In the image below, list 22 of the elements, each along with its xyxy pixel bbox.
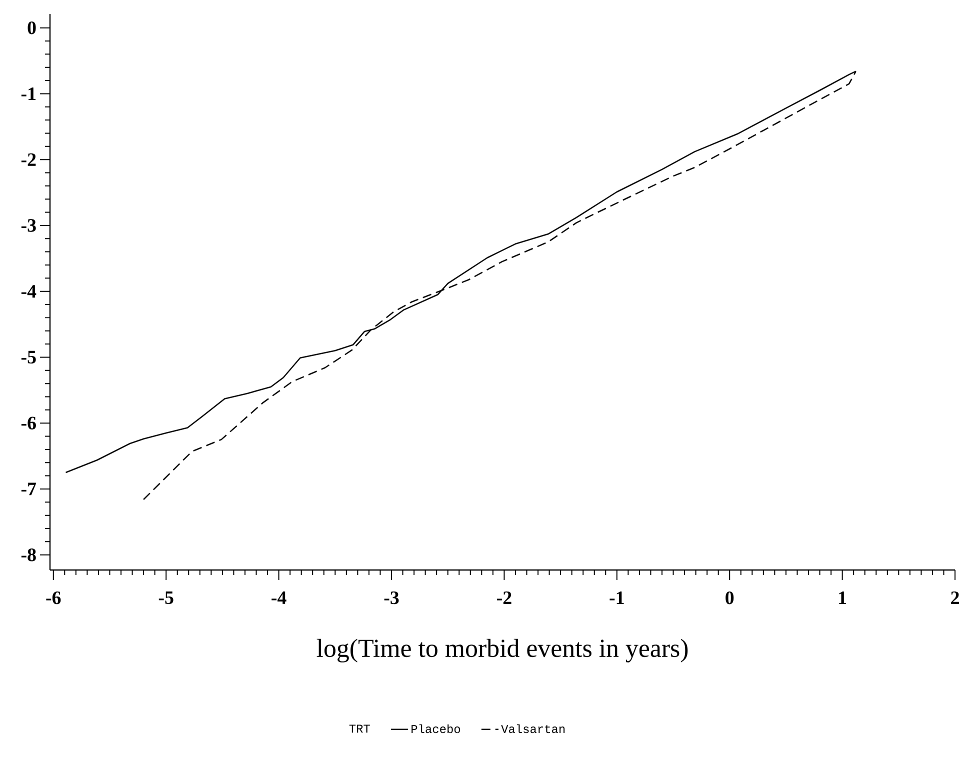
legend-label: Valsartan [501,724,565,734]
x-tick-label: -5 [158,591,174,604]
x-tick-label: 1 [839,591,846,604]
y-tick-label: -5 [21,350,36,364]
x-tick-label: -6 [46,591,61,604]
y-tick-label: -1 [21,87,36,100]
x-tick-label: -2 [497,591,512,604]
x-tick-label: 0 [726,591,734,604]
x-tick-label: -1 [610,591,624,604]
legend-title: TRT [349,724,370,733]
y-tick-label: -3 [21,219,36,232]
y-tick-label: -2 [21,153,36,166]
x-tick-label: -3 [384,591,399,604]
y-tick-label: -7 [21,482,36,496]
x-axis-title: log(Time to morbid events in years) [316,638,688,662]
y-tick-label: -6 [21,416,36,430]
y-tick-label: -4 [21,285,36,298]
y-tick-label: -8 [21,548,36,562]
x-tick-label: 2 [951,591,959,604]
legend-label: Placebo [412,724,460,734]
x-tick-label: -4 [272,591,286,604]
y-tick-label: 0 [28,21,36,34]
